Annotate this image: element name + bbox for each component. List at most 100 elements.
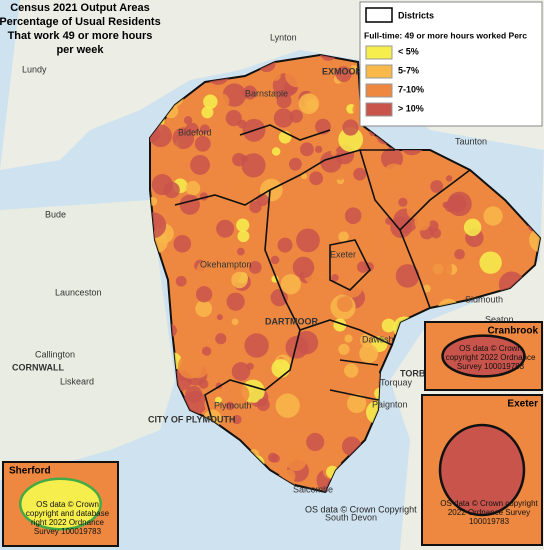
legend-label: 5-7% <box>398 65 419 75</box>
output-area <box>270 288 288 307</box>
output-area <box>241 418 258 435</box>
place-label: Exeter <box>330 249 356 259</box>
output-area <box>248 260 262 274</box>
inset-title: Sherford <box>9 466 51 477</box>
output-area <box>232 414 242 425</box>
inset-credit: OS data © Crown copyright 2022 Ordnance … <box>440 499 538 526</box>
output-area <box>190 155 210 175</box>
place-label: Torquay <box>380 377 413 387</box>
place-label: Seaton <box>485 314 514 324</box>
output-area <box>314 145 323 154</box>
output-area <box>194 135 211 152</box>
district-line <box>239 124 331 141</box>
place-label: Okehampton <box>200 259 252 269</box>
title-line: per week <box>56 44 104 56</box>
output-area <box>275 393 300 418</box>
output-area <box>359 344 379 364</box>
title-block: Census 2021 Output Areas Percentage of U… <box>0 2 161 56</box>
output-area <box>225 109 242 127</box>
output-area <box>267 103 275 111</box>
output-area <box>330 149 337 156</box>
inset-area <box>19 477 102 531</box>
output-area <box>422 284 431 293</box>
district-boundaries <box>174 124 471 421</box>
output-area <box>271 147 281 156</box>
inset-title: Cranbrook <box>487 326 538 337</box>
output-area <box>301 407 322 428</box>
output-area <box>395 264 420 288</box>
place-label: Liskeard <box>60 376 94 386</box>
output-area <box>335 171 345 181</box>
output-area <box>256 193 269 207</box>
output-area <box>486 242 495 251</box>
output-area <box>276 93 292 109</box>
output-area <box>296 228 320 253</box>
place-label: Bideford <box>178 127 212 137</box>
output-area <box>163 181 180 199</box>
place-label: Bude <box>45 209 66 219</box>
output-area <box>265 72 276 82</box>
place-label: Lynton <box>270 32 297 42</box>
output-area <box>352 231 379 258</box>
output-area <box>241 153 266 178</box>
place-label: Paignton <box>372 399 408 409</box>
district-line <box>399 229 431 309</box>
output-area <box>483 206 503 226</box>
output-area <box>281 146 294 159</box>
output-area <box>216 219 235 238</box>
output-area <box>398 197 408 207</box>
output-area <box>203 94 218 109</box>
output-area <box>448 194 467 213</box>
output-area <box>445 175 453 182</box>
output-area <box>237 230 250 243</box>
output-area <box>185 385 203 403</box>
output-area <box>173 234 192 253</box>
place-label: EXMOOR <box>322 66 363 76</box>
output-area <box>183 116 193 125</box>
inset-credit: OS data © Crown copyright and database r… <box>25 500 110 536</box>
output-area <box>175 275 187 287</box>
output-area <box>285 63 309 88</box>
output-area <box>353 167 367 181</box>
district-line <box>174 149 395 206</box>
output-area <box>301 173 308 180</box>
output-area <box>490 235 498 243</box>
output-area <box>196 259 221 284</box>
output-area <box>242 85 257 100</box>
footer-credit: OS data © Crown Copyright <box>305 504 417 514</box>
output-area <box>479 251 502 274</box>
output-area <box>344 363 359 378</box>
output-area <box>201 346 212 356</box>
legend-label: > 10% <box>398 103 424 113</box>
output-area <box>236 218 250 232</box>
output-area <box>338 127 364 152</box>
inset-area <box>441 334 526 378</box>
output-area <box>360 333 374 348</box>
output-area <box>215 333 227 345</box>
output-area <box>226 292 245 311</box>
district-line <box>329 359 379 401</box>
legend-boundary-label: Districts <box>398 10 434 20</box>
cornwall-land <box>0 200 175 480</box>
inset-credit-box: OS data © Crown copyright 2022 Ordnance … <box>440 499 538 526</box>
legend-label: < 5% <box>398 46 419 56</box>
output-area <box>195 300 213 318</box>
output-area <box>356 261 369 273</box>
output-area <box>179 194 200 215</box>
place-label: DARTMOOR <box>265 316 318 326</box>
output-area <box>195 286 213 303</box>
legend: Districts Full-time: 49 or more hours wo… <box>359 1 543 127</box>
place-label: South Devon <box>325 512 377 522</box>
output-area <box>161 251 171 261</box>
inset-credit: OS data © Crown copyright 2022 Ordnance … <box>445 344 536 371</box>
place-label: Barnstaple <box>245 88 288 98</box>
output-area <box>273 108 294 128</box>
output-area <box>381 318 396 333</box>
inset-credit-box: OS data © Crown copyright and database r… <box>25 500 110 536</box>
output-area <box>427 256 453 282</box>
output-area <box>231 362 251 381</box>
output-area <box>330 249 337 256</box>
legend-swatch <box>365 45 393 60</box>
output-area <box>338 231 349 242</box>
inset-area <box>438 423 526 517</box>
